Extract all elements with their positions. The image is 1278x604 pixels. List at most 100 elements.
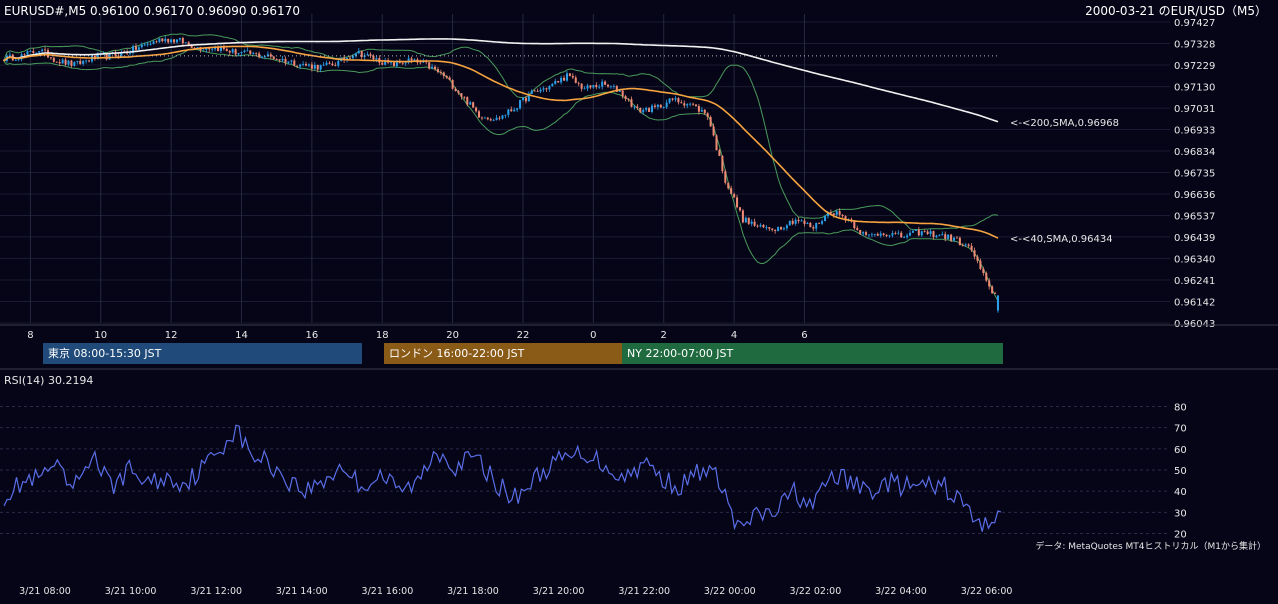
candle-body bbox=[768, 227, 771, 229]
candle-62 bbox=[184, 42, 187, 44]
rsi-time-tick-10: 3/22 04:00 bbox=[875, 586, 927, 597]
candle-8 bbox=[26, 50, 29, 56]
candle-339 bbox=[996, 295, 1000, 313]
candle-54 bbox=[161, 38, 164, 43]
candle-body bbox=[310, 64, 313, 69]
candle-315 bbox=[926, 229, 929, 236]
candle-body bbox=[996, 295, 1000, 311]
candle-body bbox=[548, 86, 551, 90]
candle-body bbox=[932, 231, 935, 238]
candle-body bbox=[988, 280, 991, 287]
candle-266 bbox=[782, 226, 785, 231]
candle-body bbox=[504, 114, 507, 116]
candle-174 bbox=[513, 107, 516, 112]
candle-body bbox=[255, 52, 258, 54]
price-tick-3: 0.97130 bbox=[1174, 83, 1215, 94]
candle-244 bbox=[718, 148, 721, 157]
candle-10 bbox=[32, 48, 35, 55]
rsi-label: RSI(14) 30.2194 bbox=[4, 374, 93, 387]
candle-150 bbox=[442, 71, 445, 79]
candle-body bbox=[331, 63, 334, 66]
candle-317 bbox=[932, 230, 935, 240]
candle-body bbox=[422, 61, 425, 63]
rsi-time-axis: 3/21 08:00 3/21 10:00 3/21 12:00 3/21 14:00… bbox=[19, 586, 1012, 597]
candle-body bbox=[741, 210, 744, 223]
candle-302 bbox=[888, 234, 891, 238]
session-bar: 東京 08:00-15:30 JST ロンドン 16:00-22:00 JST … bbox=[43, 343, 1003, 364]
candle-318 bbox=[935, 234, 938, 239]
candle-252 bbox=[741, 208, 744, 224]
candle-body bbox=[891, 233, 894, 236]
candle-body bbox=[712, 126, 715, 136]
candle-body bbox=[642, 109, 645, 113]
candle-body bbox=[815, 222, 818, 229]
candle-205 bbox=[604, 80, 607, 86]
candle-body bbox=[885, 234, 888, 236]
candle-body bbox=[269, 54, 272, 57]
candle-75 bbox=[222, 44, 225, 51]
candle-304 bbox=[894, 231, 897, 235]
candle-241 bbox=[709, 115, 712, 128]
candle-171 bbox=[504, 114, 507, 119]
candle-208 bbox=[612, 84, 615, 89]
candle-197 bbox=[580, 83, 583, 92]
candle-body bbox=[900, 232, 903, 238]
candle-112 bbox=[331, 61, 334, 67]
candle-body bbox=[184, 42, 187, 44]
candle-body bbox=[131, 46, 135, 53]
candle-183 bbox=[539, 87, 542, 94]
candle-body bbox=[759, 224, 762, 227]
candle-296 bbox=[870, 232, 873, 238]
candle-206 bbox=[607, 84, 610, 88]
candle-79 bbox=[234, 48, 237, 57]
candle-body bbox=[328, 62, 331, 64]
candle-body bbox=[826, 212, 829, 217]
candle-body bbox=[167, 38, 170, 43]
candle-160 bbox=[472, 101, 475, 108]
candle-14 bbox=[44, 46, 47, 53]
time-tick-8: 0 bbox=[590, 330, 596, 341]
candle-90 bbox=[266, 51, 269, 57]
candle-body bbox=[395, 60, 398, 66]
candle-277 bbox=[815, 222, 818, 232]
candle-body bbox=[659, 104, 662, 108]
candle-body bbox=[539, 89, 542, 92]
symbol-info: EURUSD#,M5 0.96100 0.96170 0.96090 0.961… bbox=[4, 4, 300, 18]
candle-body bbox=[401, 62, 404, 64]
candle-body bbox=[14, 60, 17, 61]
candle-body bbox=[873, 233, 876, 235]
candle-body bbox=[129, 52, 132, 54]
candle-body bbox=[222, 47, 225, 50]
candle-242 bbox=[712, 123, 715, 137]
candle-226 bbox=[665, 99, 668, 109]
candle-323 bbox=[950, 233, 953, 243]
candle-176 bbox=[519, 99, 522, 110]
candle-body bbox=[117, 55, 120, 57]
candle-306 bbox=[900, 231, 903, 239]
candle-297 bbox=[873, 233, 876, 237]
candle-body bbox=[140, 44, 143, 48]
candle-body bbox=[583, 88, 586, 90]
candle-298 bbox=[876, 232, 879, 237]
candle-96 bbox=[284, 56, 287, 66]
candle-body bbox=[390, 62, 393, 64]
candle-308 bbox=[906, 233, 909, 240]
candle-246 bbox=[724, 169, 727, 185]
candle-191 bbox=[563, 75, 566, 81]
candle-body bbox=[38, 51, 41, 53]
candle-307 bbox=[903, 235, 906, 238]
candle-151 bbox=[445, 74, 448, 80]
candle-152 bbox=[448, 75, 451, 81]
candle-body bbox=[906, 235, 909, 238]
candle-body bbox=[507, 109, 510, 115]
candle-body bbox=[832, 213, 835, 215]
candle-body bbox=[964, 244, 967, 246]
candle-232 bbox=[683, 100, 686, 109]
candle-261 bbox=[768, 227, 771, 232]
candle-280 bbox=[823, 215, 827, 222]
candle-105 bbox=[310, 62, 313, 72]
candle-99 bbox=[293, 58, 296, 67]
candle-100 bbox=[296, 65, 299, 69]
candle-body bbox=[909, 232, 912, 236]
candle-322 bbox=[947, 234, 950, 240]
